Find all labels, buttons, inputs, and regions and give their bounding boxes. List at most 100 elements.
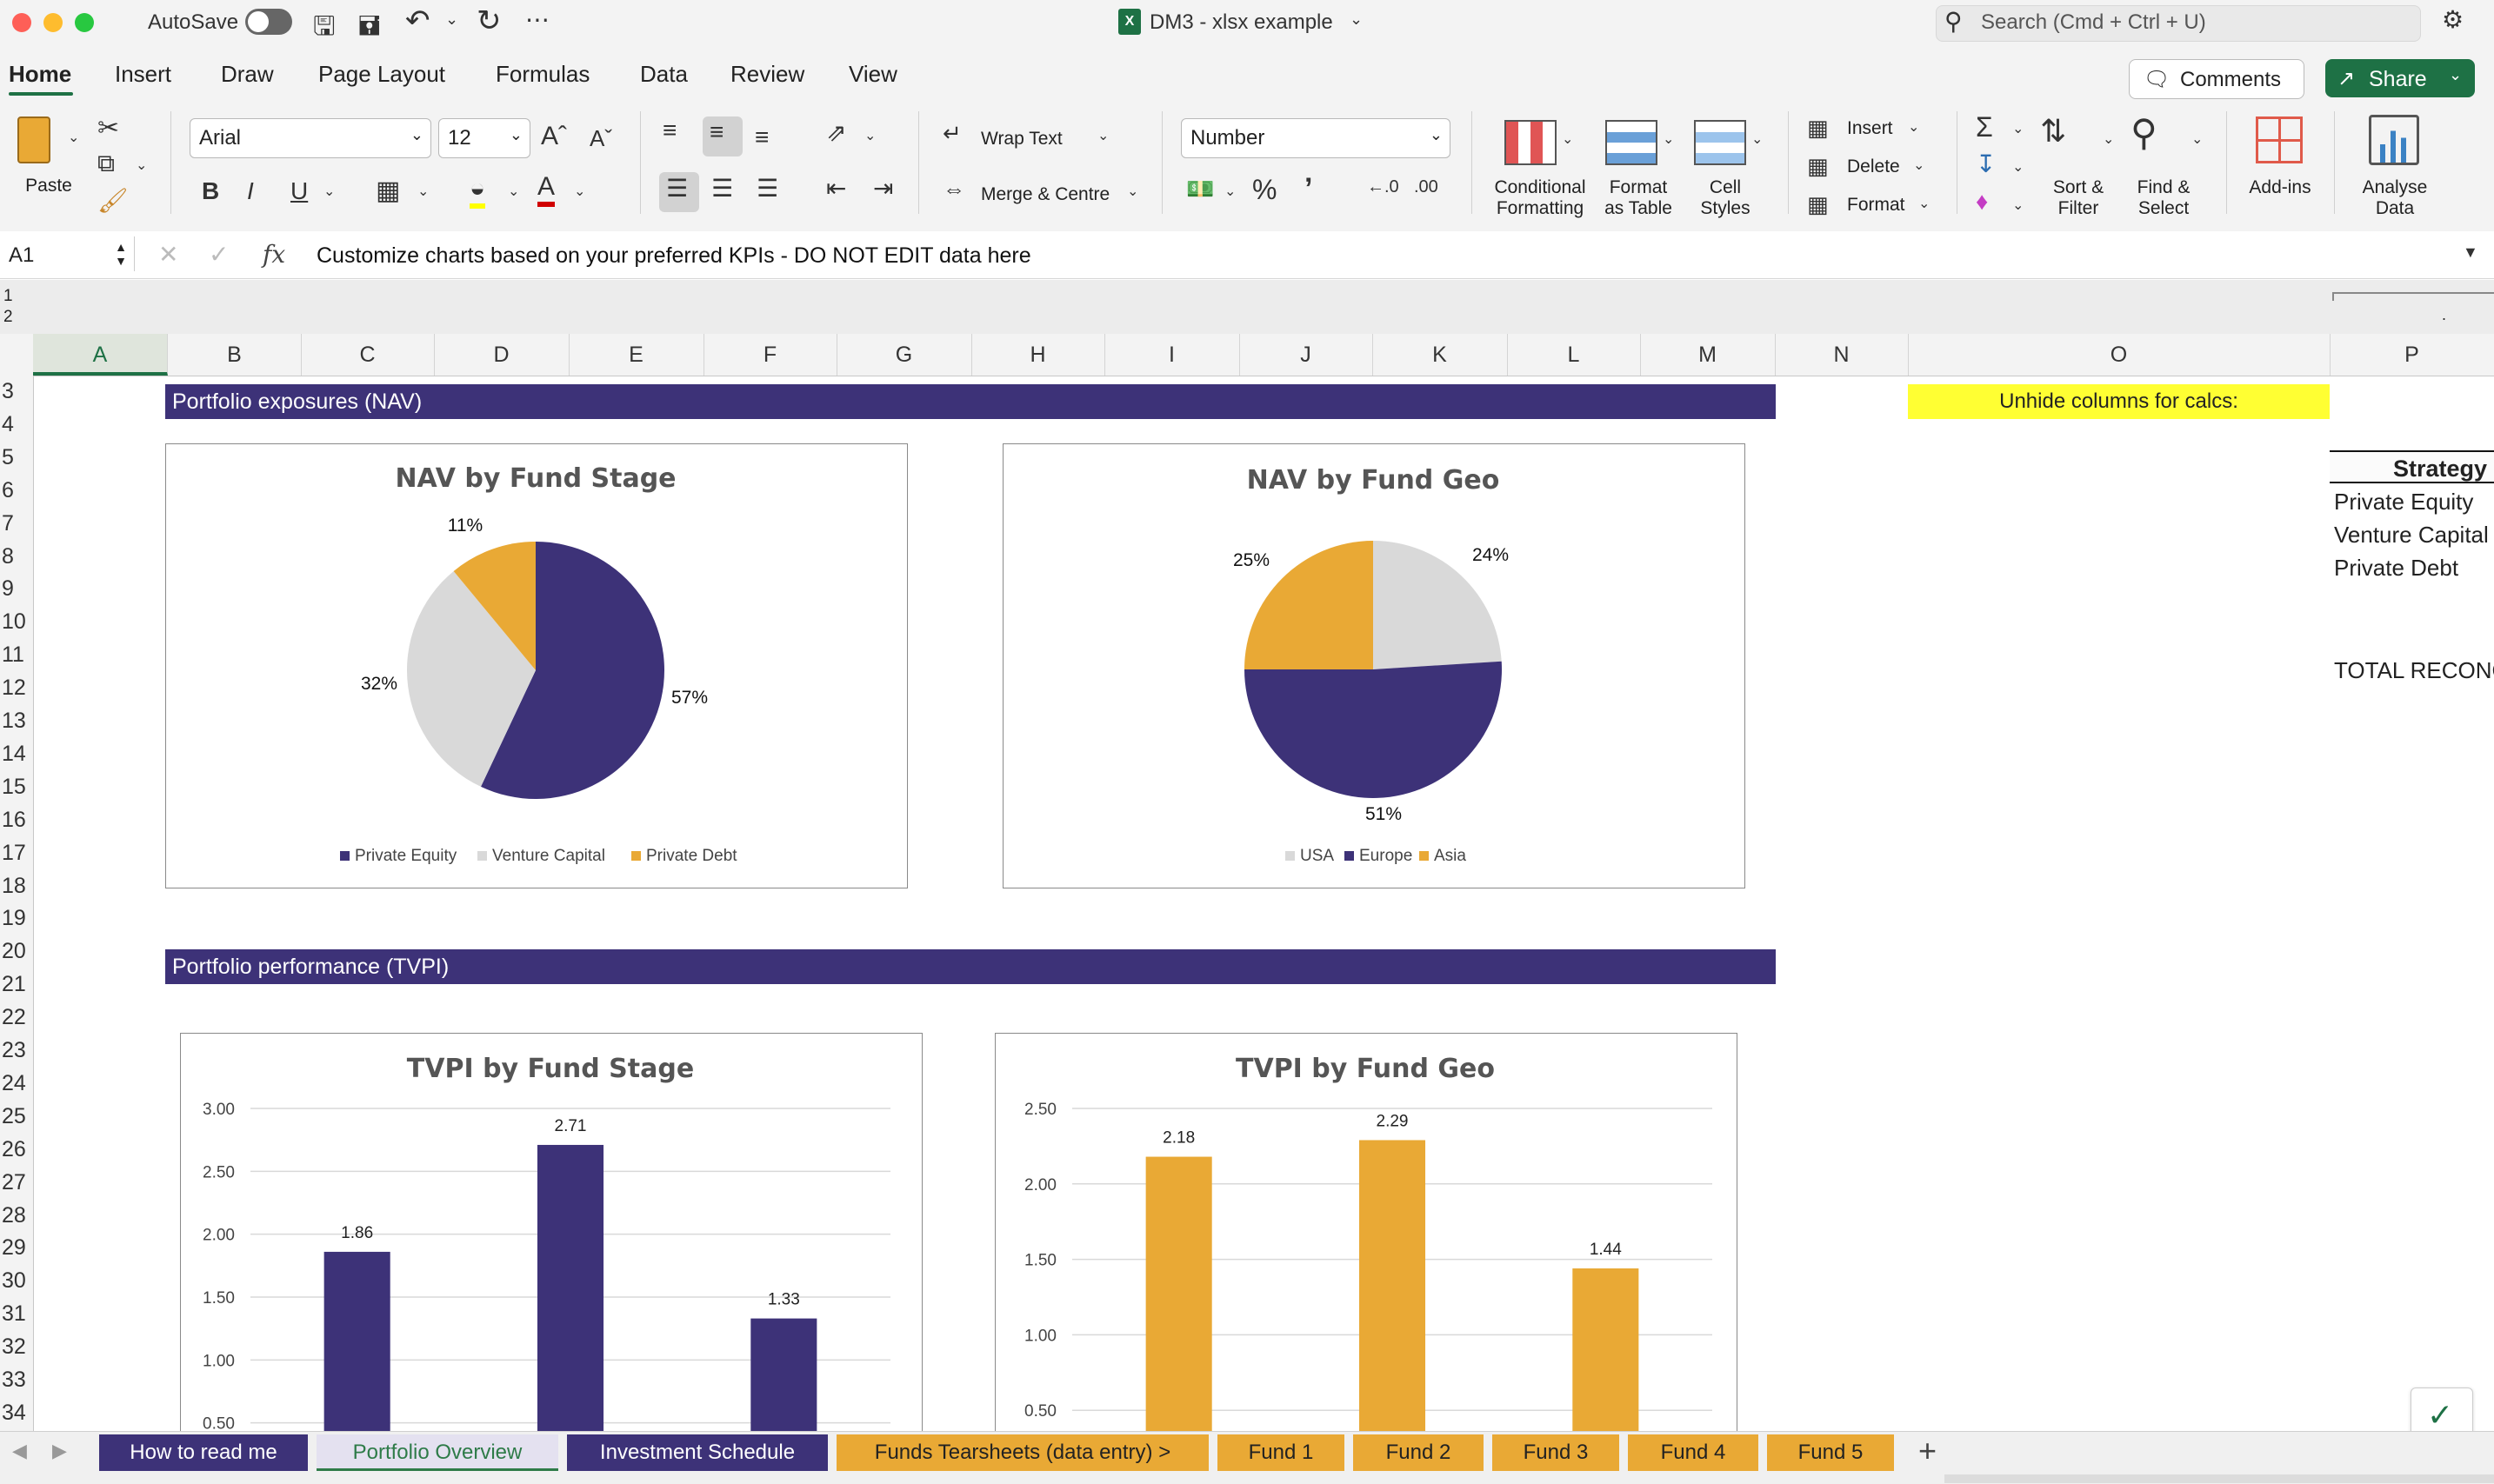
title-chevron-down-icon[interactable]: ⌄ [1350,10,1364,28]
save-as-icon[interactable]: 🖬 [358,12,381,41]
add-ins-icon[interactable] [2256,116,2303,163]
align-center-icon[interactable]: ☰ [711,175,734,202]
format-as-table-chevron-icon[interactable]: ⌄ [1663,132,1675,147]
column-header-i[interactable]: I [1104,334,1240,376]
column-header-f[interactable]: F [704,334,837,376]
column-header-h[interactable]: H [971,334,1105,376]
bar[interactable] [1145,1156,1212,1484]
chart-nav-by-fund-geo[interactable]: NAV by Fund Geo 24% 51% 25% USA Europe Asia [1003,443,1745,888]
pie-slice[interactable] [1373,541,1502,669]
add-sheet-button[interactable]: + [1918,1433,1937,1468]
tab-review[interactable]: Review [730,61,805,87]
tab-page-layout[interactable]: Page Layout [318,61,446,87]
row-header[interactable]: 16 [2,807,26,832]
cell-styles-label[interactable]: Cell Styles [1690,177,1760,219]
column-header-e[interactable]: E [569,334,704,376]
row-header[interactable]: 7 [2,510,14,536]
pie-slice[interactable] [407,570,536,787]
cut-icon[interactable]: ✂ [97,114,120,143]
chart-nav-by-fund-stage[interactable]: NAV by Fund Stage 57% 32% 11% Private Equit… [165,443,908,888]
row-header[interactable]: 32 [2,1334,26,1360]
row-header[interactable]: 31 [2,1301,26,1327]
analyse-data-icon[interactable] [2369,115,2419,165]
save-icon[interactable]: 🖫 [313,12,336,41]
tab-draw[interactable]: Draw [221,61,274,87]
bar[interactable] [750,1318,817,1484]
add-ins-label[interactable]: Add-ins [2249,177,2311,197]
row-header[interactable]: 18 [2,873,26,898]
row-header[interactable]: 25 [2,1103,26,1128]
align-bottom-icon[interactable]: ≡ [755,123,770,150]
font-name-select[interactable]: Arial ⌄ [190,118,431,158]
row-header[interactable]: 21 [2,972,26,997]
row-header[interactable]: 9 [2,576,14,602]
row-header[interactable]: 10 [2,609,26,635]
row-header[interactable]: 12 [2,675,26,701]
font-color-icon[interactable]: A [537,172,556,207]
row-header[interactable]: 30 [2,1268,26,1294]
sheet-tab-fund-4[interactable]: Fund 4 [1628,1434,1758,1471]
merge-centre-icon[interactable]: ⇔ [943,176,965,202]
undo-dropdown-chevron-icon[interactable]: ⌄ [445,10,459,28]
accounting-format-icon[interactable]: 💵 [1186,176,1215,202]
scroll-tabs-right-icon[interactable]: ▶ [52,1440,67,1461]
fill-color-chevron-icon[interactable]: ⌄ [508,184,520,199]
column-header-n[interactable]: N [1775,334,1909,376]
insert-cells-chevron-icon[interactable]: ⌄ [1908,120,1920,135]
autosave-toggle[interactable] [245,9,292,35]
paste-icon[interactable] [17,116,50,163]
conditional-formatting-label[interactable]: Conditional Formatting [1484,177,1597,219]
decrease-indent-icon[interactable]: ⇤ [826,175,847,202]
clear-chevron-icon[interactable]: ⌄ [2012,198,2024,213]
undo-icon[interactable]: ↶ [405,4,430,37]
sheet-tab-fund-2[interactable]: Fund 2 [1353,1434,1484,1471]
pie-slice[interactable] [480,542,664,799]
confirm-entry-icon[interactable]: ✓ [209,241,230,268]
pie-slice[interactable] [1244,661,1502,798]
font-color-chevron-icon[interactable]: ⌄ [574,184,586,199]
align-left-button[interactable] [659,172,699,212]
sheet-tab-investment-schedule[interactable]: Investment Schedule [567,1434,828,1471]
find-select-label[interactable]: Find & Select [2120,177,2207,219]
format-as-table-icon[interactable] [1605,120,1657,165]
borders-icon[interactable]: ▦ [376,176,401,205]
bar[interactable] [1358,1140,1426,1484]
sort-filter-icon[interactable]: ⇅ [2040,113,2067,149]
tab-data[interactable]: Data [640,61,688,87]
insert-cells-label[interactable]: Insert [1847,118,1893,138]
more-icon[interactable]: ⋯ [525,6,550,33]
conditional-formatting-chevron-icon[interactable]: ⌄ [1562,132,1574,147]
legend-entry[interactable]: Europe [1359,847,1412,865]
insert-cells-icon[interactable]: ▦ [1807,115,1829,141]
row-header[interactable]: 26 [2,1136,26,1161]
font-size-select[interactable]: 12 ⌄ [438,118,530,158]
row-header[interactable]: 5 [2,444,14,469]
sheet-tab-fund-1[interactable]: Fund 1 [1217,1434,1344,1471]
row-header[interactable]: 34 [2,1400,26,1425]
underline-chevron-icon[interactable]: ⌄ [323,184,336,199]
expand-formula-bar-icon[interactable]: ▼ [2463,243,2478,261]
pie-slice[interactable] [1244,541,1373,669]
scroll-tabs-left-icon[interactable]: ◀ [12,1440,27,1461]
column-header-a[interactable]: A [33,334,168,376]
row-header[interactable]: 28 [2,1202,26,1228]
cell-styles-chevron-icon[interactable]: ⌄ [1751,132,1764,147]
redo-icon[interactable]: ↻ [477,4,502,37]
wrap-text-chevron-icon[interactable]: ⌄ [1097,129,1110,143]
column-header-l[interactable]: L [1507,334,1641,376]
italic-icon[interactable]: I [247,177,254,204]
legend-entry[interactable]: USA [1300,847,1334,865]
name-box[interactable]: A1 ▲ ▼ [3,236,135,271]
account-icon[interactable]: ⚙ [2442,6,2464,33]
sheet-tab-fund-3[interactable]: Fund 3 [1492,1434,1619,1471]
cell-styles-icon[interactable] [1694,120,1746,165]
row-header[interactable]: 11 [2,642,24,668]
borders-chevron-icon[interactable]: ⌄ [417,184,430,199]
format-cells-chevron-icon[interactable]: ⌄ [1918,196,1931,211]
tab-insert[interactable]: Insert [115,61,172,87]
column-header-b[interactable]: B [168,334,302,376]
underline-icon[interactable]: U [290,177,309,204]
zoom-window-button[interactable] [75,13,94,32]
format-painter-icon[interactable]: 🖌 [97,187,129,214]
percent-icon[interactable]: % [1252,174,1277,205]
